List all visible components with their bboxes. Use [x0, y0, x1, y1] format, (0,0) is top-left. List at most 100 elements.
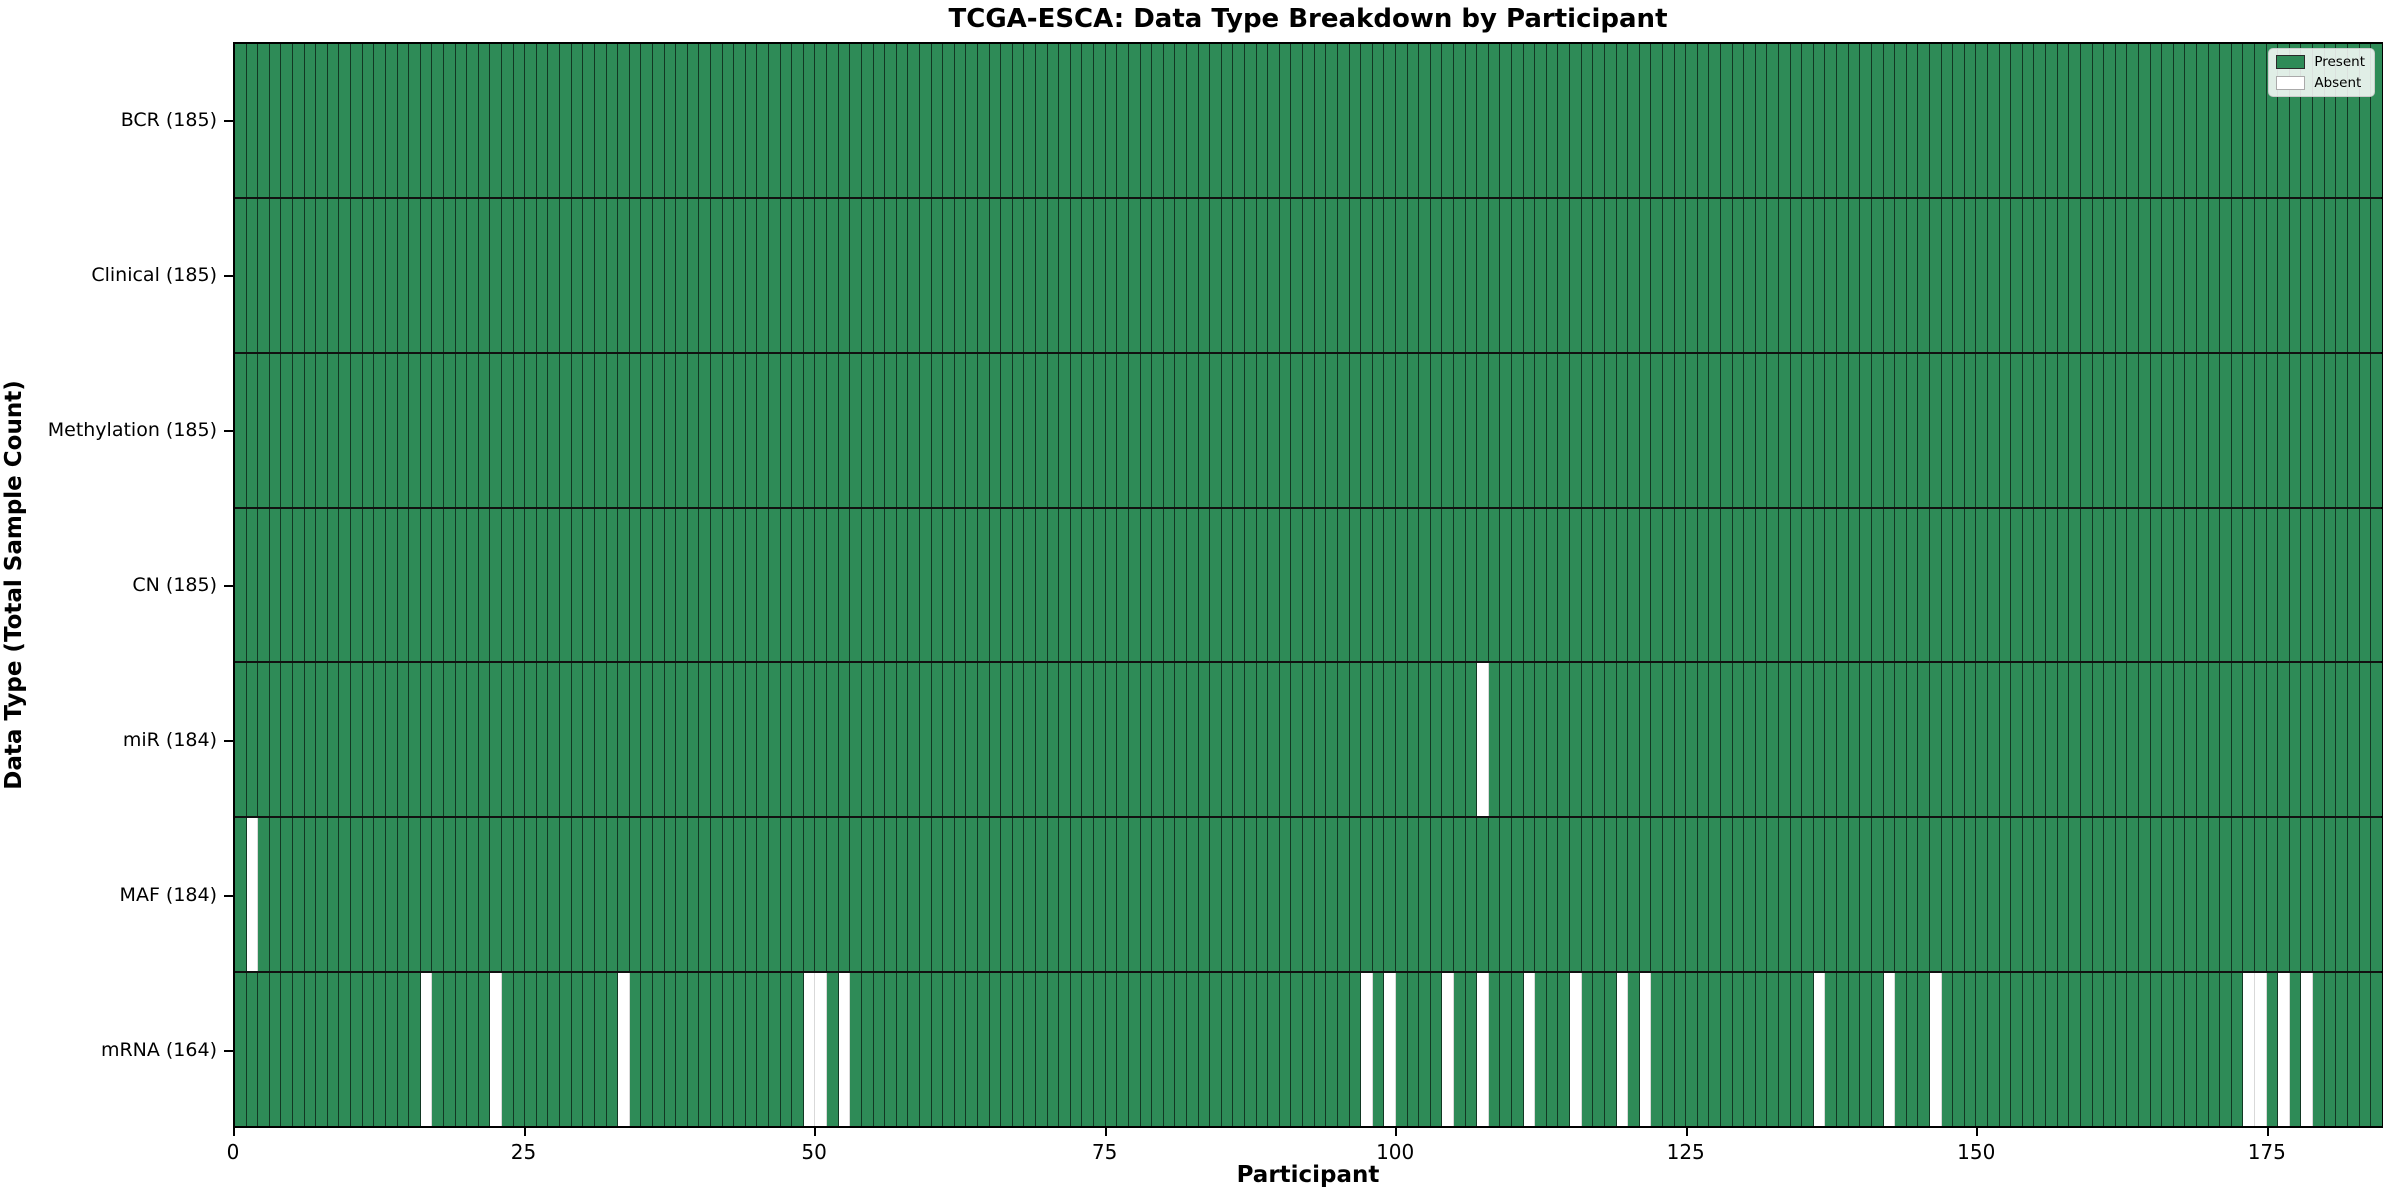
matrix-cell-present — [2231, 353, 2244, 507]
matrix-cell-present — [1813, 44, 1826, 197]
matrix-cell-present — [1953, 198, 1965, 352]
matrix-cell-present — [2371, 663, 2382, 817]
matrix-cell-present — [432, 508, 444, 662]
matrix-cell-present — [2371, 44, 2382, 197]
matrix-row-Methylation — [235, 353, 2382, 509]
matrix-cell-present — [2185, 818, 2197, 972]
matrix-cell-present — [1488, 353, 1501, 507]
matrix-cell-present — [2115, 198, 2128, 352]
matrix-cell-present — [1279, 818, 1292, 972]
legend-label-present: Present — [2314, 54, 2365, 70]
matrix-cell-present — [1674, 663, 1687, 817]
matrix-cell-present — [1744, 44, 1756, 197]
matrix-cell-present — [1465, 508, 1478, 662]
matrix-cell-present — [2243, 508, 2256, 662]
matrix-cell-present — [908, 508, 920, 662]
matrix-cell-present — [873, 44, 886, 197]
matrix-cell-present — [455, 818, 468, 972]
matrix-cell-present — [1929, 353, 1942, 507]
matrix-cell-present — [1999, 973, 2012, 1127]
matrix-cell-present — [2127, 44, 2139, 197]
matrix-cell-present — [2359, 973, 2372, 1127]
matrix-cell-present — [989, 663, 1002, 817]
matrix-cell-present — [1314, 818, 1327, 972]
matrix-cell-present — [490, 663, 503, 817]
matrix-cell-present — [1442, 663, 1454, 817]
matrix-cell-present — [374, 973, 386, 1127]
matrix-cell-present — [1790, 198, 1803, 352]
matrix-cell-present — [1976, 198, 1989, 352]
matrix-cell-present — [1407, 663, 1420, 817]
matrix-cell-present — [850, 44, 862, 197]
matrix-cell-present — [1732, 44, 1745, 197]
matrix-cell-present — [1813, 508, 1826, 662]
matrix-cell-present — [1871, 198, 1884, 352]
matrix-cell-present — [1802, 198, 1814, 352]
matrix-cell-absent — [1639, 973, 1652, 1127]
matrix-cell-present — [1419, 198, 1431, 352]
x-tick-label-125: 125 — [1666, 1140, 1705, 1164]
matrix-cell-present — [1152, 663, 1164, 817]
matrix-cell-present — [1721, 44, 1733, 197]
matrix-cell-present — [2231, 508, 2244, 662]
matrix-cell-present — [1059, 508, 1071, 662]
matrix-cell-present — [1419, 973, 1431, 1127]
matrix-cell-present — [2150, 818, 2163, 972]
matrix-cell-present — [780, 44, 793, 197]
matrix-cell-present — [571, 44, 584, 197]
matrix-cell-present — [838, 663, 851, 817]
matrix-cell-present — [1732, 198, 1745, 352]
matrix-cell-present — [966, 353, 978, 507]
matrix-cell-absent — [2278, 973, 2290, 1127]
matrix-cell-present — [1036, 663, 1048, 817]
matrix-cell-present — [1941, 818, 1954, 972]
matrix-cell-present — [919, 198, 932, 352]
matrix-cell-present — [1825, 353, 1838, 507]
matrix-cell-present — [1767, 973, 1780, 1127]
matrix-cell-present — [687, 353, 700, 507]
matrix-cell-present — [1976, 663, 1989, 817]
matrix-cell-present — [1012, 353, 1025, 507]
matrix-cell-present — [745, 44, 758, 197]
matrix-cell-present — [362, 818, 375, 972]
matrix-cell-present — [1802, 663, 1814, 817]
matrix-cell-present — [885, 818, 897, 972]
matrix-cell-present — [792, 44, 804, 197]
matrix-cell-present — [2289, 973, 2302, 1127]
matrix-cell-present — [571, 353, 584, 507]
matrix-cell-present — [1419, 663, 1431, 817]
matrix-cell-present — [2255, 353, 2267, 507]
matrix-cell-present — [1988, 818, 2000, 972]
matrix-cell-present — [838, 44, 851, 197]
matrix-cell-present — [699, 663, 711, 817]
matrix-cell-present — [316, 663, 328, 817]
matrix-cell-present — [374, 353, 386, 507]
matrix-cell-present — [2162, 44, 2174, 197]
matrix-cell-absent — [1523, 973, 1536, 1127]
matrix-cell-present — [618, 353, 630, 507]
matrix-cell-present — [1361, 663, 1373, 817]
matrix-cell-present — [409, 198, 421, 352]
matrix-cell-present — [1047, 508, 1060, 662]
matrix-cell-present — [861, 508, 874, 662]
matrix-cell-present — [571, 973, 584, 1127]
matrix-cell-present — [548, 973, 561, 1127]
matrix-cell-present — [1593, 663, 1605, 817]
matrix-cell-present — [827, 44, 839, 197]
matrix-cell-present — [1744, 508, 1756, 662]
matrix-cell-present — [478, 198, 491, 352]
matrix-cell-present — [1871, 818, 1884, 972]
matrix-cell-present — [1186, 973, 1199, 1127]
matrix-cell-present — [676, 353, 688, 507]
matrix-cell-present — [1465, 353, 1478, 507]
matrix-cell-present — [664, 663, 677, 817]
matrix-cell-present — [2185, 973, 2197, 1127]
matrix-cell-present — [1140, 353, 1153, 507]
matrix-cell-present — [316, 198, 328, 352]
matrix-cell-present — [1628, 44, 1640, 197]
matrix-cell-present — [1326, 973, 1338, 1127]
matrix-cell-present — [304, 818, 317, 972]
matrix-cell-present — [1001, 973, 1013, 1127]
matrix-cell-present — [1024, 44, 1037, 197]
matrix-cell-present — [2313, 818, 2325, 972]
